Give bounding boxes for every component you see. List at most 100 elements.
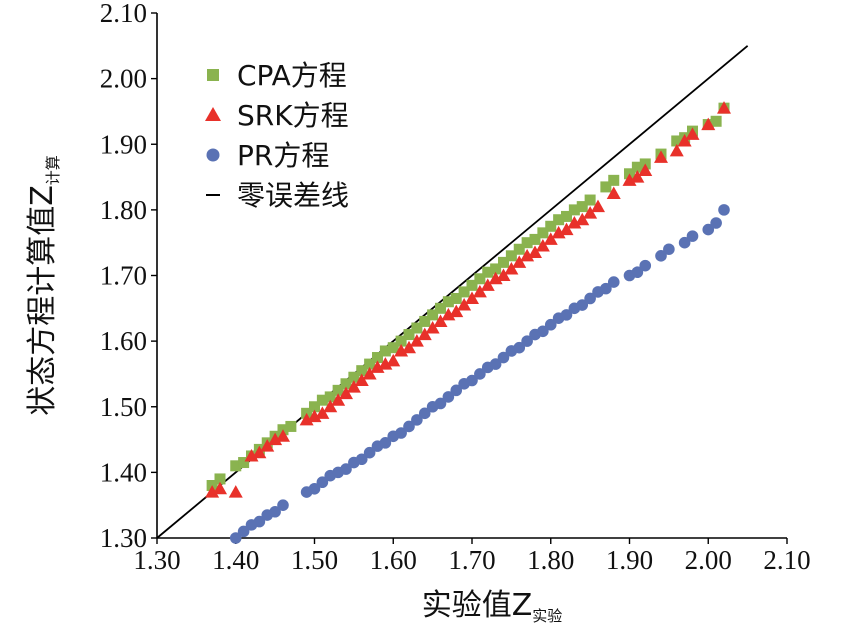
srk-point — [323, 399, 338, 413]
legend-label: SRK方程 — [237, 99, 349, 132]
cpa-point — [332, 384, 344, 396]
cpa-point — [458, 286, 470, 298]
y-axis-title-group: 状态方程计算值Z计算 — [25, 155, 62, 416]
cpa-point — [348, 371, 360, 383]
cpa-point — [419, 315, 431, 327]
y-tick-label: 1.70 — [100, 261, 147, 291]
pr-point — [710, 217, 722, 229]
legend-pr-marker — [206, 148, 220, 162]
cpa-point — [576, 201, 588, 213]
srk-point — [717, 101, 731, 114]
y-tick-label: 1.60 — [100, 326, 147, 356]
series-triangle — [205, 101, 731, 498]
srk-point — [496, 268, 511, 281]
x-tick-label: 1.60 — [370, 545, 417, 575]
legend-srk-marker — [205, 107, 221, 121]
pr-point — [702, 223, 715, 236]
pr-point — [363, 446, 376, 459]
pr-point — [340, 463, 352, 475]
srk-point — [339, 386, 353, 400]
pr-point — [379, 437, 392, 449]
srk-point — [535, 238, 550, 252]
pr-point — [474, 368, 486, 380]
data-series — [205, 101, 731, 544]
y-tick-label: 1.50 — [100, 392, 147, 422]
pr-point — [576, 299, 589, 311]
x-tick-label: 1.30 — [133, 545, 180, 575]
srk-point — [512, 255, 527, 268]
y-tick-label: 1.30 — [100, 523, 147, 553]
srk-point — [276, 429, 290, 442]
x-tick-label: 2.00 — [685, 545, 732, 575]
cpa-point — [482, 266, 494, 278]
srk-point — [409, 334, 424, 347]
pr-point — [316, 476, 329, 489]
srk-point — [575, 212, 590, 226]
srk-point — [551, 225, 566, 239]
x-tick-label: 1.90 — [606, 545, 653, 575]
cpa-point — [631, 161, 643, 173]
pr-point — [450, 384, 463, 397]
srk-point — [701, 117, 716, 131]
srk-point — [433, 314, 448, 327]
pr-point — [442, 391, 455, 403]
cpa-point — [671, 135, 683, 147]
cpa-point — [214, 473, 226, 485]
srk-point — [394, 343, 409, 357]
pr-point — [229, 532, 242, 544]
srk-point — [370, 360, 385, 373]
cpa-point — [340, 378, 352, 390]
pr-point — [678, 236, 691, 249]
srk-point — [504, 261, 519, 275]
cpa-point — [427, 309, 439, 321]
y-axis-title: 状态方程计算值Z计算 — [25, 155, 62, 416]
srk-point — [449, 304, 464, 318]
srk-point — [465, 291, 479, 304]
srk-point — [457, 298, 472, 311]
pr-point — [607, 276, 620, 288]
pr-point — [253, 515, 266, 528]
cpa-point — [505, 250, 517, 262]
cpa-point — [309, 401, 320, 413]
srk-point — [528, 245, 542, 259]
pr-point — [308, 482, 321, 495]
pr-point — [718, 204, 730, 216]
cpa-point — [474, 273, 486, 285]
cpa-point — [561, 210, 572, 222]
pr-point — [584, 292, 596, 305]
srk-point — [488, 271, 503, 285]
cpa-point — [529, 233, 541, 245]
cpa-point — [403, 329, 415, 341]
pr-point — [521, 335, 533, 347]
legend-label: 零误差线 — [237, 179, 349, 212]
srk-point — [268, 432, 283, 446]
srk-point — [591, 199, 605, 213]
x-tick-label: 2.10 — [763, 545, 810, 575]
cpa-point — [466, 279, 478, 291]
srk-point — [559, 222, 574, 236]
x-tick-label: 1.50 — [291, 545, 338, 575]
y-tick-label: 1.40 — [100, 457, 147, 487]
y-axis-title-subscript: 计算 — [44, 155, 62, 185]
cpa-point — [537, 227, 549, 239]
cpa-point — [356, 365, 368, 377]
srk-point — [567, 216, 582, 229]
srk-point — [244, 448, 259, 462]
srk-point — [362, 366, 377, 380]
y-axis-title-main: 状态方程计算值Z — [25, 185, 60, 416]
cpa-point — [568, 204, 580, 216]
series-circle — [229, 204, 730, 544]
cpa-point — [600, 181, 612, 193]
srk-point — [331, 393, 346, 406]
pr-point — [686, 230, 699, 242]
srk-point — [638, 163, 653, 176]
cpa-point — [608, 174, 620, 186]
pr-point — [434, 397, 447, 410]
srk-point — [685, 127, 700, 140]
legend-label: PR方程 — [237, 139, 329, 172]
srk-point — [606, 186, 621, 199]
pr-point — [513, 341, 526, 354]
srk-point — [583, 206, 598, 219]
